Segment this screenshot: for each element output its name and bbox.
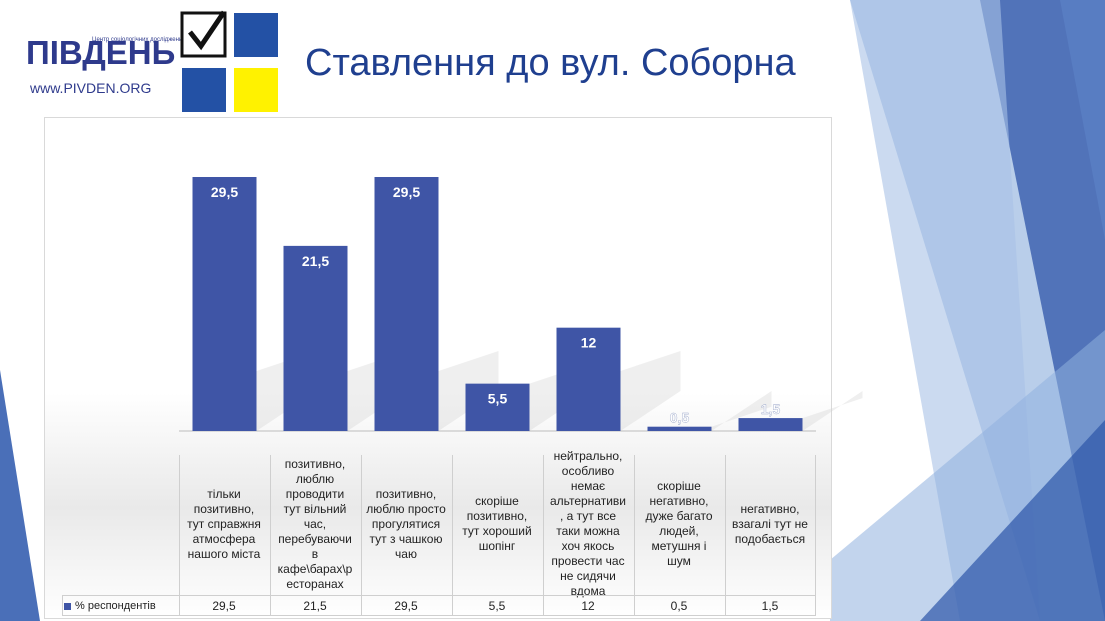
logo-square-blue-bottom — [182, 68, 226, 112]
legend-label: % респондентів — [75, 600, 156, 612]
data-label: 29,5 — [393, 184, 420, 200]
table-value-cell: 29,5 — [394, 599, 418, 613]
category-label: скоріше позитивно, тут хороший шопінгско… — [452, 455, 542, 593]
legend-key-icon — [64, 602, 71, 610]
left-decor-shape — [0, 370, 40, 621]
checkmark-icon — [188, 10, 227, 51]
table-column-divider — [361, 455, 362, 616]
table-left-border — [62, 595, 63, 616]
bar-shadow — [802, 391, 863, 431]
category-label-lines: позитивно, люблю просто прогулятися тут з ч… — [366, 486, 446, 561]
bar — [465, 383, 530, 431]
category-label-lines: скоріше негативно, дуже багато людей, метушн… — [645, 479, 713, 568]
data-label: 1,5 — [761, 401, 781, 417]
bar — [738, 418, 803, 431]
logo-square-yellow — [234, 68, 278, 112]
table-row-divider — [62, 615, 816, 616]
table-value-cell: 12 — [581, 599, 595, 613]
data-label: 0,5 — [670, 410, 690, 426]
category-label-lines: нейтрально, особливо немає альтернативи, а … — [549, 449, 626, 598]
slide-title: Ставлення до вул. Соборна — [305, 42, 796, 84]
table-column-divider — [725, 455, 726, 616]
category-label: позитивно, люблю просто прогулятися тут … — [361, 455, 451, 593]
table-column-divider — [634, 455, 635, 616]
category-label-lines: тільки позитивно, тут справжня атмосфера наш… — [187, 486, 261, 561]
table-value-cell: 21,5 — [303, 599, 327, 613]
data-label: 12 — [581, 335, 597, 351]
table-value-cell: 1,5 — [761, 599, 779, 613]
bar — [556, 327, 621, 431]
logo-url: www.PIVDEN.ORG — [30, 80, 152, 96]
category-label-lines: скоріше позитивно, тут хороший шопінг — [462, 494, 532, 553]
table-value-cell: 29,5 — [212, 599, 236, 613]
category-label: нейтрально, особливо немає альтернативи,… — [543, 449, 633, 598]
right-decor-shape-f — [1060, 0, 1105, 240]
table-row-divider — [62, 595, 816, 596]
bar — [647, 426, 712, 431]
category-label: скоріше негативно, дуже багато людей, ме… — [634, 455, 724, 593]
table-column-divider — [452, 455, 453, 616]
category-label-lines: позитивно, люблю проводити тут вільний час, п… — [277, 456, 353, 591]
table-column-divider — [543, 455, 544, 616]
category-label-lines: негативно, взагалі тут не подобається — [732, 501, 808, 546]
bar-shadow — [711, 391, 772, 431]
category-label: позитивно, люблю проводити тут вільний ч… — [270, 455, 360, 593]
table-column-divider — [179, 455, 180, 616]
table-column-divider — [815, 455, 816, 616]
table-column-divider — [270, 455, 271, 616]
logo-square-blue-top — [234, 13, 278, 57]
logo-name: ПІВДЕНЬ — [26, 34, 176, 71]
ballot-logo — [180, 10, 278, 112]
right-decor-shape-e — [920, 420, 1105, 621]
bar — [374, 177, 439, 431]
bar — [283, 245, 348, 431]
data-label: 21,5 — [302, 253, 329, 269]
category-label: негативно, взагалі тут не подобаєтьсянег… — [725, 455, 815, 593]
logo-subtitle: Центр соціологічних досліджень — [92, 37, 183, 43]
data-label: 29,5 — [211, 184, 238, 200]
bar — [192, 177, 257, 431]
category-label: тільки позитивно, тут справжня атмосфера… — [179, 455, 269, 593]
legend-series-name: % респондентів — [64, 596, 156, 616]
table-value-cell: 0,5 — [670, 599, 688, 613]
bar-shadow — [620, 351, 681, 431]
table-value-cell: 5,5 — [488, 599, 506, 613]
data-label: 5,5 — [488, 391, 508, 407]
